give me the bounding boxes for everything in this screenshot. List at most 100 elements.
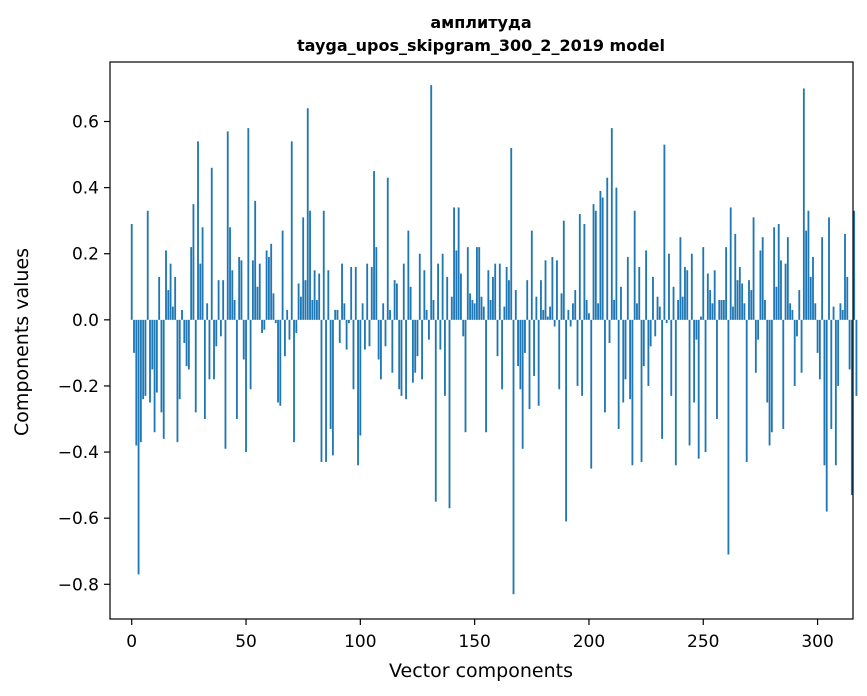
bar-300 — [816, 319, 819, 353]
bar-244 — [688, 319, 691, 446]
bar-88 — [331, 319, 334, 456]
bar-169 — [517, 319, 519, 367]
bar-122 — [409, 286, 412, 320]
bar-151 — [476, 247, 478, 320]
bar-266 — [738, 266, 741, 320]
x-tick-label-300: 300 — [801, 632, 833, 652]
bar-199 — [585, 300, 588, 320]
bar-287 — [786, 237, 789, 320]
bar-133 — [434, 319, 437, 502]
bar-146 — [464, 319, 467, 433]
x-tick-label-0: 0 — [126, 632, 137, 652]
y-tick-label-3: −0.2 — [58, 377, 99, 397]
bar-248 — [697, 319, 700, 459]
bar-102 — [363, 319, 366, 350]
bar-186 — [556, 260, 558, 320]
bar-260 — [725, 247, 728, 320]
plot-frame — [109, 61, 854, 620]
bar-63 — [274, 319, 277, 324]
bar-230 — [656, 296, 659, 320]
bar-66 — [281, 230, 284, 320]
bar-288 — [789, 303, 792, 320]
bar-168 — [514, 290, 517, 320]
bar-4 — [139, 319, 142, 443]
bar-77 — [306, 108, 309, 320]
bar-281 — [773, 227, 776, 320]
bar-255 — [713, 270, 716, 320]
bar-54 — [254, 200, 257, 320]
bar-8 — [149, 319, 151, 403]
bar-0 — [130, 223, 133, 320]
bar-280 — [770, 319, 773, 433]
bar-97 — [352, 319, 355, 390]
bar-290 — [793, 319, 796, 386]
bar-26 — [190, 247, 193, 320]
bar-47 — [238, 257, 241, 320]
bar-55 — [256, 286, 259, 320]
bar-94 — [345, 319, 348, 350]
bar-258 — [720, 300, 723, 320]
bar-24 — [185, 319, 188, 367]
bar-241 — [681, 296, 684, 320]
bar-107 — [375, 247, 378, 320]
bar-141 — [453, 207, 455, 320]
bar-253 — [709, 290, 712, 320]
bar-39 — [219, 319, 222, 337]
bar-1 — [133, 319, 135, 353]
bar-203 — [594, 210, 597, 320]
bar-208 — [606, 177, 609, 320]
bar-209 — [608, 319, 611, 343]
bar-18 — [171, 306, 174, 320]
bar-160 — [496, 319, 499, 357]
bar-149 — [471, 300, 474, 320]
bar-181 — [544, 260, 547, 320]
bar-195 — [576, 319, 579, 386]
bar-38 — [217, 280, 220, 320]
bar-240 — [679, 237, 682, 320]
bar-27 — [192, 204, 195, 320]
bar-145 — [462, 319, 465, 337]
bar-249 — [700, 316, 702, 320]
bar-302 — [821, 237, 824, 320]
bar-286 — [784, 263, 787, 320]
bar-156 — [487, 270, 490, 320]
bar-297 — [809, 276, 812, 320]
bar-108 — [377, 319, 380, 360]
bar-126 — [418, 253, 421, 320]
bar-12 — [158, 276, 161, 320]
y-axis-label: Components values — [11, 248, 33, 436]
bar-76 — [304, 280, 307, 320]
bar-134 — [437, 263, 439, 320]
bar-205 — [599, 190, 602, 320]
bar-78 — [309, 210, 311, 320]
bar-43 — [229, 227, 231, 320]
bar-257 — [718, 300, 721, 320]
y-tick-label-0: −0.8 — [58, 575, 99, 595]
bar-136 — [441, 253, 444, 320]
bar-264 — [734, 233, 737, 320]
bar-197 — [581, 319, 584, 396]
bar-138 — [446, 276, 449, 320]
bar-46 — [235, 319, 238, 420]
bar-19 — [174, 276, 177, 320]
bar-53 — [251, 260, 254, 320]
bar-183 — [549, 306, 551, 320]
bar-180 — [542, 309, 545, 320]
bar-22 — [181, 309, 183, 320]
bar-262 — [729, 207, 732, 320]
bar-106 — [373, 171, 375, 320]
bar-182 — [546, 316, 549, 320]
bar-95 — [347, 319, 350, 324]
bar-37 — [215, 319, 218, 347]
bar-301 — [818, 319, 821, 380]
bar-86 — [327, 270, 330, 320]
bar-202 — [592, 204, 595, 320]
bar-273 — [754, 319, 757, 373]
bar-31 — [201, 227, 204, 320]
bar-228 — [652, 276, 654, 320]
bar-213 — [617, 319, 620, 429]
bar-35 — [210, 167, 213, 320]
bar-238 — [674, 319, 677, 466]
bar-235 — [668, 253, 670, 320]
bar-250 — [702, 247, 705, 320]
